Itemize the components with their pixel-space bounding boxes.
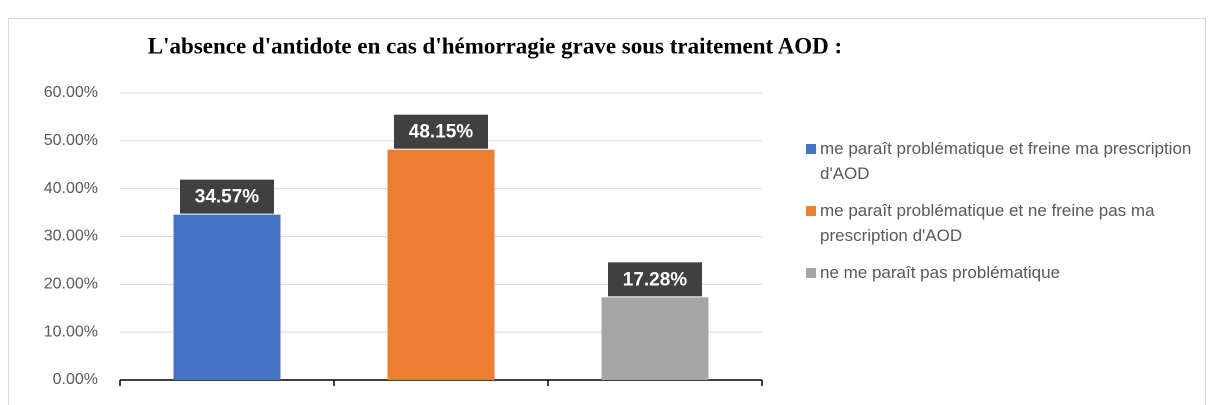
legend-label: me paraît problématique et freine ma pre… xyxy=(820,139,1192,183)
bar xyxy=(601,297,709,380)
legend-item: ne me paraît pas problématique xyxy=(806,260,1196,285)
legend-swatch xyxy=(806,144,816,154)
y-tick-label: 60.00% xyxy=(44,84,98,101)
legend: me paraît problématique et freine ma pre… xyxy=(806,136,1196,297)
value-label-box xyxy=(180,179,274,214)
legend-swatch xyxy=(806,206,816,216)
y-tick-label: 20.00% xyxy=(44,276,98,293)
value-label-box xyxy=(394,114,488,149)
legend-item: me paraît problématique et ne freine pas… xyxy=(806,198,1196,248)
y-tick-label: 30.00% xyxy=(44,228,98,245)
legend-item: me paraît problématique et freine ma pre… xyxy=(806,136,1196,186)
legend-label: ne me paraît pas problématique xyxy=(820,263,1061,282)
bar xyxy=(173,214,281,380)
y-tick-label: 40.00% xyxy=(44,180,98,197)
value-label: 17.28% xyxy=(623,269,688,290)
value-label: 48.15% xyxy=(409,122,474,143)
bar xyxy=(387,149,495,380)
value-label-box xyxy=(608,262,702,297)
y-tick-label: 50.00% xyxy=(44,132,98,149)
y-tick-label: 10.00% xyxy=(44,323,98,340)
legend-label: me paraît problématique et ne freine pas… xyxy=(820,201,1155,245)
legend-swatch xyxy=(806,268,816,278)
chart-title: L'absence d'antidote en cas d'hémorragie… xyxy=(148,33,842,58)
value-label: 34.57% xyxy=(195,187,260,208)
y-tick-label: 0.00% xyxy=(53,371,98,388)
